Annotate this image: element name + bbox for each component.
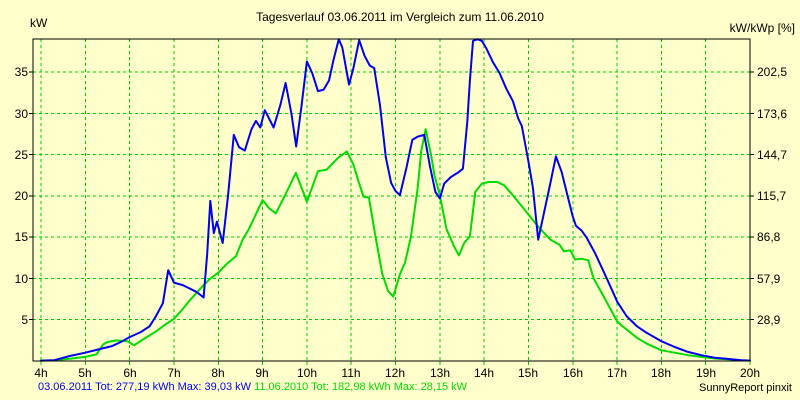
x-tick-11h: 11h: [341, 366, 361, 380]
left-axis-unit-label: kW: [30, 16, 48, 30]
x-tick-20h: 20h: [739, 366, 761, 380]
x-tick-15h: 15h: [517, 366, 539, 380]
right-tick-57: 57,9: [757, 272, 781, 286]
right-tick-115: 115,7: [757, 189, 787, 203]
series-2010-line: [40, 128, 751, 362]
x-tick-7h: 7h: [167, 366, 181, 380]
x-tick-18h: 18h: [650, 366, 672, 380]
x-tick-12h: 12h: [384, 366, 406, 380]
x-tick-16h: 16h: [562, 366, 584, 380]
footer-stats: 03.06.2011 Tot: 277,19 kWh Max: 39,03 kW…: [38, 381, 467, 394]
right-tick-86: 86,8: [757, 230, 781, 244]
watermark-text: SunnyReport pinxit: [699, 382, 792, 394]
right-tick-202: 202,5: [757, 65, 788, 79]
x-tick-4h: 4h: [34, 366, 48, 380]
x-tick-5h: 5h: [78, 366, 92, 380]
left-tick-15: 15: [14, 230, 28, 244]
plot-border: [32, 38, 751, 362]
series-2010-stats: 11.06.2010 Tot: 182,98 kWh Max: 28,15 kW: [254, 381, 468, 393]
x-tick-6h: 6h: [123, 366, 137, 380]
x-tick-14h: 14h: [473, 366, 495, 380]
chart-title: Tagesverlauf 03.06.2011 im Vergleich zum…: [256, 10, 544, 24]
left-tick-30: 30: [14, 107, 28, 121]
x-tick-17h: 17h: [606, 366, 628, 380]
series-2011-line: [40, 38, 751, 362]
right-tick-173: 173,6: [757, 107, 788, 121]
left-tick-20: 20: [14, 189, 28, 203]
x-tick-9h: 9h: [255, 366, 269, 380]
left-tick-5: 5: [21, 313, 28, 327]
right-tick-28: 28,9: [757, 313, 781, 327]
x-axis-ticks: [40, 361, 751, 365]
left-tick-35: 35: [14, 65, 28, 79]
x-tick-10h: 10h: [296, 366, 318, 380]
left-tick-10: 10: [14, 272, 28, 286]
right-tick-144: 144,7: [757, 148, 788, 162]
series-2011-stats: 03.06.2011 Tot: 277,19 kWh Max: 39,03 kW: [38, 381, 251, 393]
right-axis-unit-label: kW/kWp [%]: [729, 21, 795, 35]
y-axis-ticks: [29, 71, 754, 321]
left-tick-25: 25: [14, 148, 28, 162]
gridlines: [33, 39, 751, 361]
x-tick-19h: 19h: [695, 366, 717, 380]
x-tick-8h: 8h: [211, 366, 225, 380]
x-tick-13h: 13h: [429, 366, 451, 380]
